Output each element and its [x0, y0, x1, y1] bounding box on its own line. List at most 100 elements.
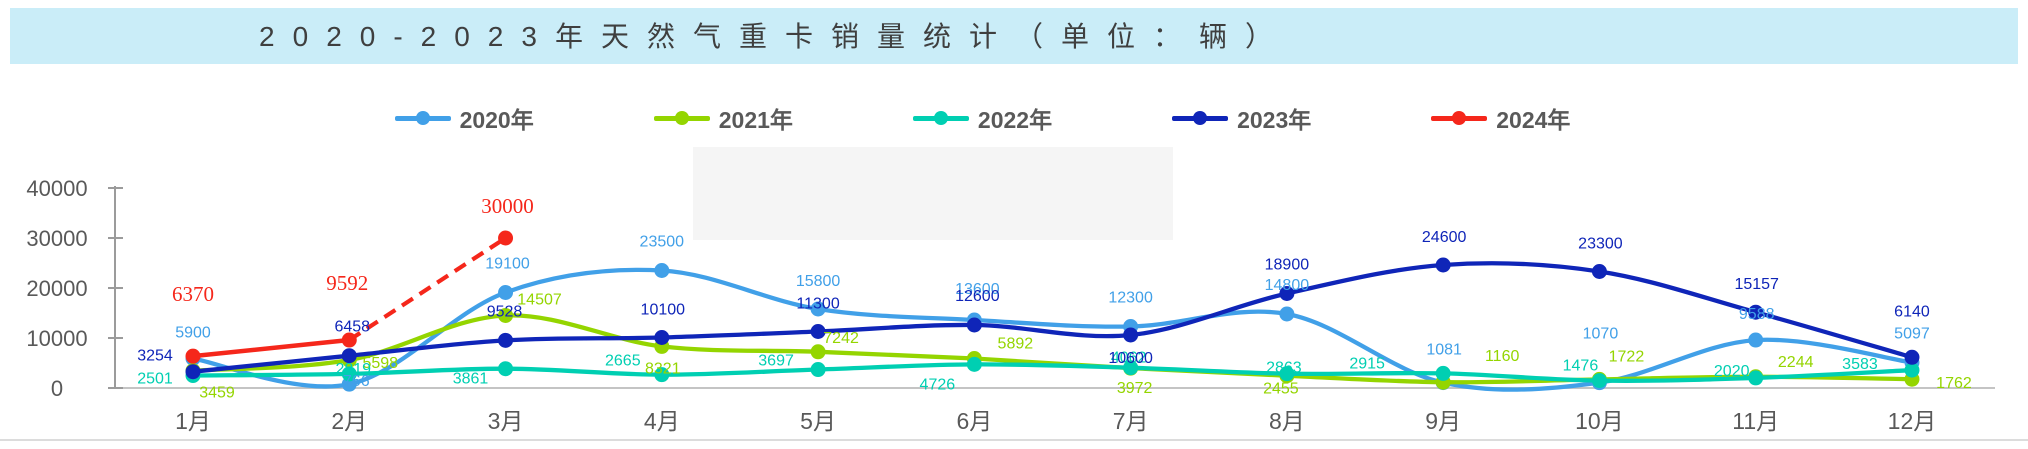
data-point-2024年: [498, 230, 514, 246]
data-label-2021年: 7242: [823, 330, 859, 347]
data-label-2020年: 9588: [1739, 306, 1775, 323]
data-point-2020年: [1748, 332, 1764, 348]
data-point-2022年: [1748, 370, 1764, 386]
data-point-2020年: [498, 285, 514, 300]
y-axis-label: 40000: [26, 176, 87, 201]
data-label-2020年: 14800: [1265, 277, 1310, 294]
data-label-2021年: 3972: [1117, 380, 1153, 397]
y-axis-label: 20000: [26, 276, 87, 301]
data-label-2023年: 12600: [955, 288, 1000, 305]
data-point-2022年: [1279, 366, 1295, 382]
data-label-2020年: 19100: [485, 256, 530, 273]
data-point-2022年: [1123, 360, 1139, 376]
legend-dot-icon: [415, 111, 430, 125]
data-label-2024年: 9592: [326, 271, 368, 295]
data-point-2024年: [185, 348, 201, 364]
data-point-2022年: [966, 356, 982, 372]
data-point-2022年: [1904, 362, 1920, 378]
data-label-2022年: 3583: [1842, 356, 1878, 373]
data-label-2022年: 2665: [605, 353, 641, 370]
x-axis-label: 8月: [1269, 408, 1305, 434]
data-label-2022年: 4062: [1111, 350, 1147, 367]
legend-line-dot-icon: [1172, 111, 1229, 125]
data-label-2020年: 5097: [1894, 326, 1930, 343]
series-line-dashed-2024年: [348, 236, 507, 342]
data-label-2023年: 3254: [137, 348, 173, 365]
series-line-2022年: [190, 362, 1915, 383]
data-point-2023年: [654, 330, 670, 345]
data-label-2021年: 5892: [998, 336, 1034, 353]
data-label-2021年: 1160: [1485, 348, 1520, 365]
data-label-2023年: 18900: [1265, 257, 1310, 274]
data-point-2023年: [498, 332, 514, 348]
series-line-solid-2024年: [190, 337, 352, 359]
x-axis-label: 5月: [800, 408, 836, 434]
legend-label: 2020年: [459, 107, 534, 133]
page-title: 2020-2023年天然气重卡销量统计（单位：辆）: [259, 21, 1291, 52]
data-label-2023年: 24600: [1422, 229, 1467, 246]
data-label-2020年: 13600: [955, 281, 1000, 298]
data-label-2023年: 11300: [796, 296, 839, 313]
y-axis-label: 0: [51, 376, 63, 401]
data-point-2020年: [1279, 306, 1295, 322]
x-axis-label: 10月: [1575, 408, 1624, 434]
x-axis-label: 6月: [956, 408, 992, 434]
legend-line-dot-icon: [394, 111, 451, 125]
legend-item-2023年: 2023年: [1172, 101, 1311, 135]
x-axis-label: 7月: [1113, 408, 1149, 434]
data-label-2022年: 3697: [758, 353, 794, 370]
legend-line-dot-icon: [1431, 111, 1488, 125]
x-axis-label: 2月: [331, 408, 367, 434]
data-label-2022年: 2915: [1349, 355, 1385, 372]
legend-dot-icon: [674, 111, 689, 125]
legend-label: 2021年: [718, 107, 793, 133]
data-label-2023年: 15157: [1734, 276, 1779, 293]
data-label-2023年: 6140: [1894, 303, 1930, 320]
data-label-2022年: 3861: [453, 371, 489, 388]
data-point-2023年: [1591, 264, 1607, 279]
data-label-2021年: 5598: [362, 355, 398, 372]
x-axis-label: 4月: [644, 408, 680, 434]
data-label-2020年: 5900: [175, 325, 211, 342]
data-point-2023年: [1904, 349, 1920, 365]
y-axis-label: 10000: [26, 326, 87, 351]
data-point-2023年: [341, 348, 357, 364]
data-point-2022年: [654, 367, 670, 383]
data-label-2021年: 2244: [1778, 354, 1814, 371]
x-axis-label: 11月: [1732, 408, 1779, 434]
legend-line-dot-icon: [653, 111, 710, 125]
title-bar: 2020-2023年天然气重卡销量统计（单位：辆）: [10, 8, 2018, 64]
data-label-2020年: 766: [343, 373, 370, 390]
data-label-2020年: 1081: [1426, 342, 1462, 359]
bottom-divider: [0, 439, 2028, 441]
legend-dot-icon: [1452, 111, 1467, 125]
data-label-2021年: 14507: [517, 291, 562, 308]
data-point-2022年: [341, 366, 357, 382]
watermark-blur: [693, 147, 1173, 240]
data-label-2020年: 12300: [1108, 290, 1153, 307]
data-label-2022年: 2020: [1714, 363, 1750, 380]
data-point-2022年: [1435, 365, 1451, 381]
x-axis-label: 3月: [488, 408, 524, 434]
data-point-2021年: [498, 307, 514, 323]
legend-label: 2024年: [1496, 107, 1571, 133]
data-label-2024年: 6370: [172, 282, 214, 306]
x-axis-label: 12月: [1888, 408, 1937, 434]
data-label-2022年: 4726: [920, 376, 956, 393]
legend-line-dot-icon: [912, 111, 969, 125]
data-point-2023年: [1435, 257, 1451, 273]
legend-item-2024年: 2024年: [1431, 101, 1570, 135]
data-label-2021年: 3459: [199, 385, 235, 402]
data-label-2021年: 1722: [1609, 348, 1645, 365]
data-point-2021年: [810, 344, 826, 360]
data-point-2023年: [966, 317, 982, 333]
data-label-2021年: 8321: [645, 360, 681, 377]
legend-label: 2023年: [1237, 107, 1312, 133]
x-axis-label: 9月: [1425, 408, 1461, 434]
data-label-2023年: 23300: [1578, 236, 1623, 253]
data-point-2022年: [810, 362, 826, 378]
data-point-2023年: [1279, 286, 1295, 301]
data-label-2022年: 1476: [1563, 358, 1599, 375]
data-point-2023年: [1123, 327, 1139, 343]
